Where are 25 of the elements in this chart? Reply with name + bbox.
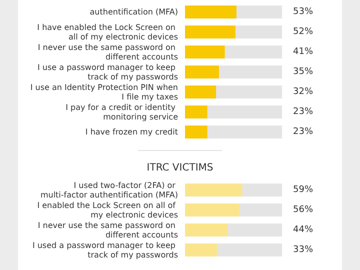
data-label: 44% (293, 225, 314, 235)
data-label: 33% (293, 245, 314, 255)
y-tick-label: I have frozen my credit (85, 128, 178, 136)
data-label: 35% (293, 67, 314, 77)
data-label: 32% (293, 87, 314, 97)
data-label: 23% (293, 127, 314, 137)
y-tick-label: I never use the same password on different accounts (38, 42, 178, 62)
bar (185, 106, 208, 118)
y-tick-label: I used two-factor (2FA) or multi-factor authentification (MFA) (40, 180, 178, 200)
y-tick-label: I used a password manager to keep track of my passwords (32, 240, 178, 260)
y-tick-label: I have enabled the Lock Screen on all of my electronic devices (37, 22, 178, 42)
y-tick-label: I pay for a credit or identity monitoring service (66, 102, 178, 122)
y-tick-label: I use an Identity Protection PIN when I file my taxes (30, 82, 178, 102)
data-label: 59% (293, 185, 314, 195)
bar (185, 126, 208, 138)
y-tick-label: I enabled the Lock Screen on all of my electronic devices (37, 200, 178, 220)
data-label: 41% (293, 47, 314, 57)
y-tick-label: I never use the same password on different accounts (38, 220, 178, 240)
data-label: 53% (293, 7, 314, 17)
data-label: 23% (293, 107, 314, 117)
y-tick-label: I use a password manager to keep track of my passwords (38, 62, 178, 82)
chart-title: ITRC VICTIMS (146, 162, 214, 174)
data-label: 52% (293, 27, 314, 37)
y-tick-label: authentification (MFA) (90, 8, 178, 16)
data-label: 56% (293, 205, 314, 215)
